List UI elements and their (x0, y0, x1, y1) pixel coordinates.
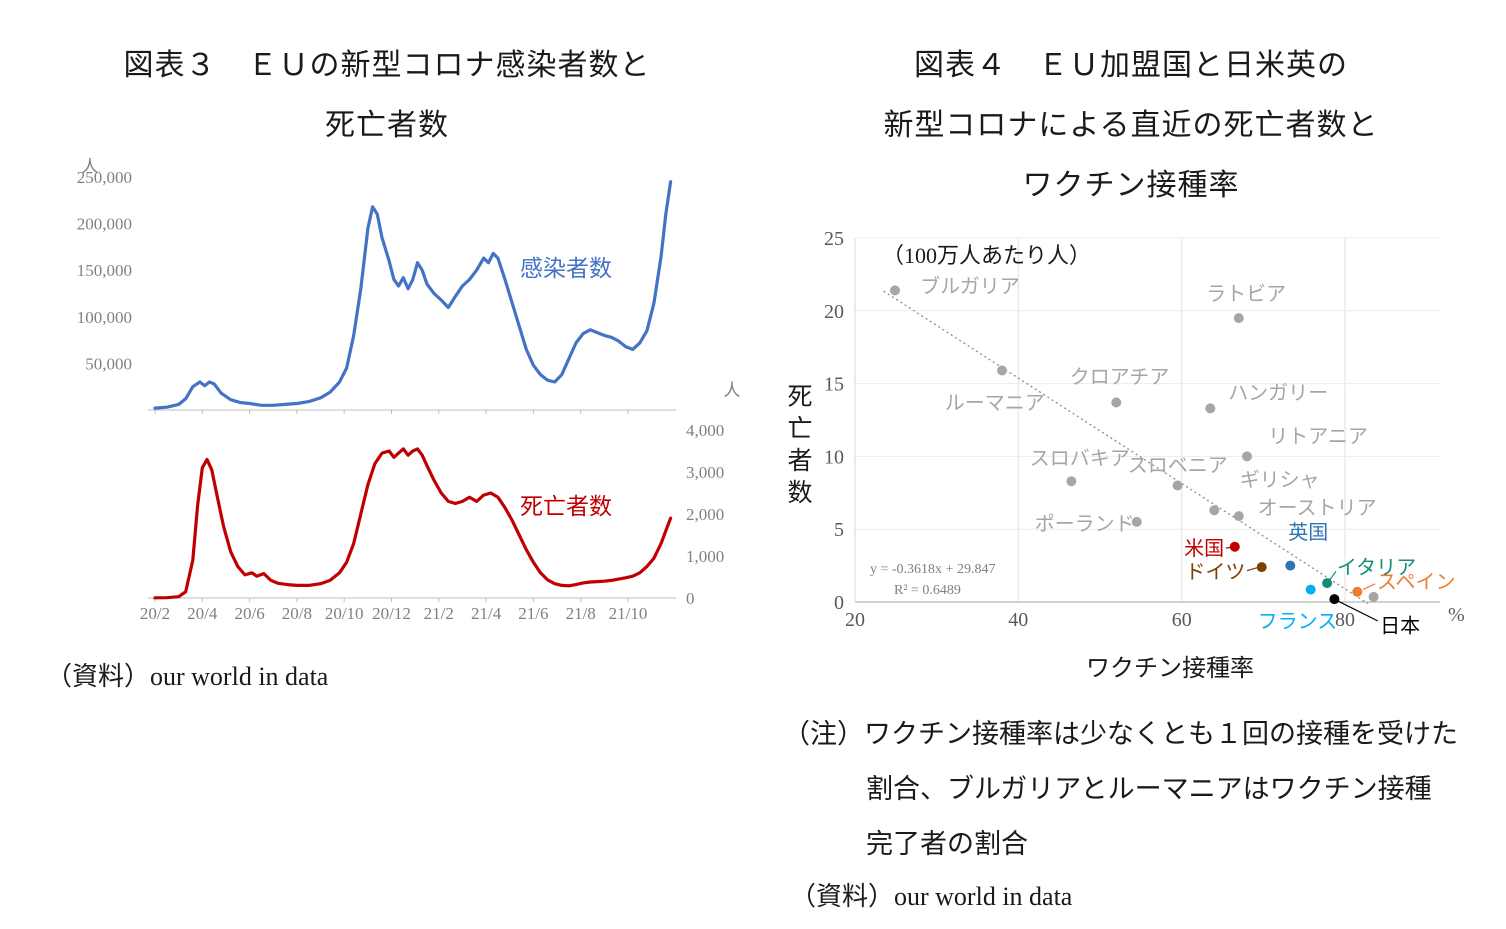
x-tick-label: 21/10 (609, 604, 648, 623)
x-tick-label: 21/2 (424, 604, 454, 623)
label-leader (1329, 571, 1337, 581)
y-tick-label: 200,000 (77, 215, 132, 234)
country-label: ギリシャ (1240, 469, 1320, 492)
country-label: リトアニア (1268, 426, 1368, 448)
scatter-point (1352, 586, 1363, 597)
country-label: オーストリア (1258, 497, 1377, 519)
country-label: ポーランド (1035, 512, 1135, 535)
label-leader (1338, 600, 1378, 622)
y-tick-label: 150,000 (77, 261, 132, 280)
fig4-note-line3: 完了者の割合 (866, 829, 1028, 859)
fig4-title-line2: 新型コロナによる直近の死亡者数と (883, 109, 1379, 142)
fig4-y-axis-label: 死亡者数 (784, 383, 811, 511)
scatter-point (1131, 516, 1142, 527)
y-tick-label: 15 (824, 374, 844, 396)
x-axis-unit: % (1448, 604, 1465, 626)
scatter-point (1229, 541, 1240, 552)
x-tick-label: 20/6 (234, 604, 264, 623)
scatter-point (1205, 403, 1216, 414)
x-tick-label: 21/8 (566, 604, 596, 623)
y-tick-label: 5 (834, 519, 844, 541)
scatter-point (890, 285, 900, 296)
fig3-source: （資料）our world in data (46, 662, 329, 691)
scatter-point (1256, 562, 1267, 573)
scatter-point (1305, 584, 1316, 595)
y-tick-label: 2,000 (686, 505, 724, 524)
trendline-equation: y = -0.3618x + 29.847 (870, 562, 995, 577)
country-label: ラトビア (1206, 282, 1286, 305)
x-tick-label: 20/8 (282, 604, 312, 623)
x-tick-label: 20/10 (325, 604, 364, 623)
country-label: 日本 (1380, 614, 1420, 637)
country-label: ハンガリー (1228, 381, 1328, 404)
y-axis-unit: 人 (82, 158, 99, 176)
fig3-title-line2: 死亡者数 (325, 109, 449, 142)
trendline (883, 290, 1369, 605)
series-line-死亡者数 (153, 447, 673, 600)
x-tick-label: 20 (845, 609, 865, 631)
label-leader (1362, 583, 1376, 591)
fig3-title-line1: 図表３ ＥＵの新型コロナ感染者数と (123, 49, 651, 82)
x-tick-label: 21/4 (471, 604, 502, 623)
y-tick-label: 4,000 (686, 421, 724, 440)
country-label: 米国 (1184, 537, 1224, 560)
fig4-scatter-chart: 0 5 10 15 20 25 20 40 60 80 % （100万人あたり人） y = -0.361… (824, 228, 1465, 637)
y-tick-label: 10 (824, 446, 844, 468)
fig4-source: （資料）our world in data (790, 882, 1073, 911)
y-axis-unit: 人 (724, 381, 741, 400)
country-label: 英国 (1288, 521, 1328, 544)
x-tick-label: 20/4 (187, 604, 218, 623)
scatter-point (1066, 476, 1077, 487)
x-tick-label: 20/2 (140, 604, 170, 623)
y-tick-label: 100,000 (77, 308, 132, 327)
country-label: ドイツ (1185, 561, 1245, 583)
scatter-point (1233, 511, 1244, 522)
series-line-感染者数 (153, 180, 673, 410)
country-label: フランス (1258, 611, 1338, 633)
country-label: スロベニア (1128, 455, 1228, 477)
scatter-point (1172, 480, 1183, 491)
series-label: 死亡者数 (520, 494, 612, 519)
label-leader (1246, 567, 1257, 572)
scatter-point (1322, 578, 1333, 589)
y-tick-label: 0 (834, 592, 844, 614)
x-tick-label: 60 (1172, 609, 1192, 631)
y-axis-annotation: （100万人あたり人） (882, 243, 1091, 268)
y-tick-label: 25 (824, 228, 844, 250)
country-label: イタリア (1337, 556, 1416, 579)
scatter-point (1329, 594, 1340, 605)
x-tick-label: 40 (1008, 609, 1028, 631)
x-tick-label: 80 (1335, 609, 1355, 631)
fig4-title-line1: 図表４ ＥＵ加盟国と日米英の (914, 49, 1348, 82)
country-label: スペイン (1377, 572, 1456, 594)
scatter-point (1285, 560, 1296, 571)
x-tick-label: 21/6 (518, 604, 548, 623)
scatter-point (1209, 505, 1220, 516)
y-tick-label: 20 (824, 301, 844, 323)
fig4-title-line3: ワクチン接種率 (1022, 169, 1240, 202)
scatter-point (1233, 313, 1244, 324)
y-tick-label: 3,000 (686, 463, 724, 482)
fig4-note-line1: （注）ワクチン接種率は少なくとも１回の接種を受けた (783, 719, 1458, 749)
y-tick-label: 0 (686, 589, 695, 608)
fig4-note-line2: 割合、ブルガリアとルーマニアはワクチン接種 (866, 774, 1432, 804)
y-tick-label: 1,000 (686, 547, 724, 566)
scatter-point (1368, 591, 1379, 602)
trendline-r2: R² = 0.6489 (894, 583, 961, 598)
country-label: クロアチア (1070, 365, 1170, 388)
fig4-x-axis-label: ワクチン接種率 (1086, 656, 1254, 682)
fig3-line-chart: 20/2 20/4 20/6 20/8 20/10 20/12 21/2 21/4 21/6 21… (77, 158, 741, 623)
y-tick-label: 250,000 (77, 168, 132, 187)
scatter-point (1111, 397, 1122, 408)
scatter-point (997, 365, 1007, 376)
x-tick-label: 20/12 (372, 604, 411, 623)
country-label: ルーマニア (945, 393, 1045, 415)
scatter-point (1242, 451, 1252, 462)
country-label: ブルガリア (920, 274, 1019, 298)
y-tick-label: 50,000 (85, 354, 132, 373)
series-label: 感染者数 (520, 256, 612, 281)
country-label: スロバキア (1030, 448, 1130, 470)
